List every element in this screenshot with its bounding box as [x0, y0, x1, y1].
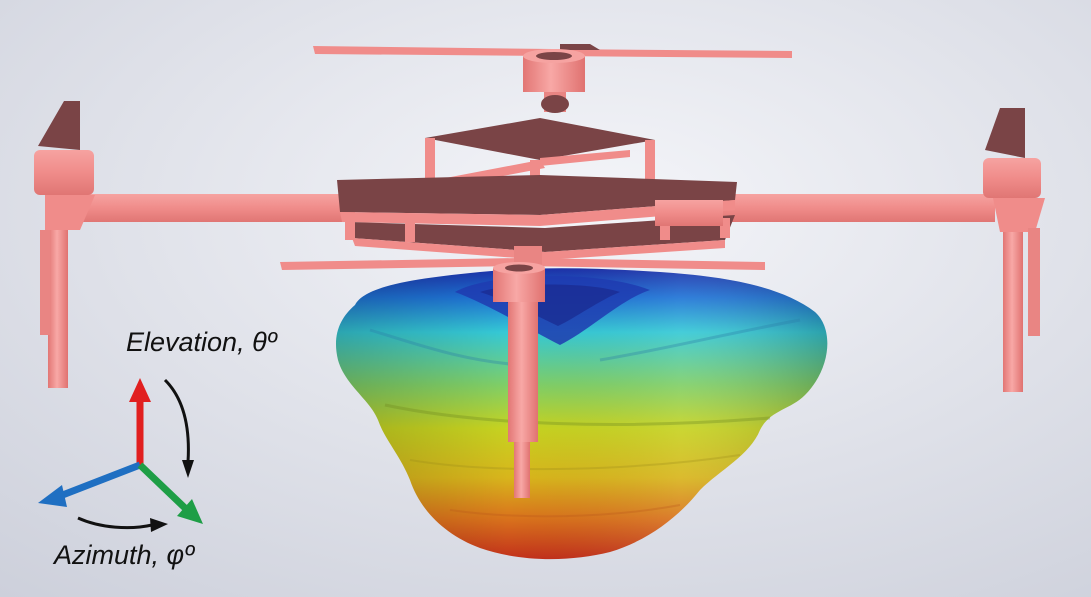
coordinate-axes-icon	[38, 378, 203, 524]
drone-model	[34, 44, 1045, 392]
center-mast	[493, 262, 545, 498]
azimuth-label: Azimuth, φº	[54, 540, 195, 570]
radiation-pattern	[335, 268, 828, 560]
elevation-arrow-icon	[163, 378, 194, 478]
top-propeller	[313, 44, 792, 113]
elevation-label: Elevation, θº	[126, 327, 277, 357]
main-body	[337, 175, 737, 260]
azimuth-arrow-icon	[77, 516, 168, 532]
right-motor-pod	[983, 108, 1045, 392]
lower-propeller	[280, 237, 765, 270]
left-motor-pod	[34, 101, 95, 388]
left-arm	[65, 194, 355, 222]
